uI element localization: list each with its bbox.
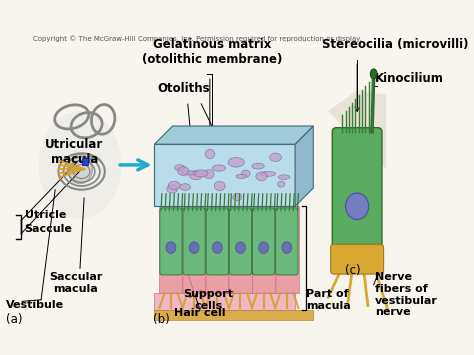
FancyBboxPatch shape — [229, 208, 252, 275]
Ellipse shape — [204, 170, 214, 179]
FancyBboxPatch shape — [183, 208, 205, 275]
Ellipse shape — [168, 181, 180, 190]
Text: Saccular
macula: Saccular macula — [49, 272, 102, 294]
Ellipse shape — [212, 165, 226, 171]
Ellipse shape — [241, 170, 250, 177]
Polygon shape — [328, 91, 386, 169]
Ellipse shape — [256, 172, 267, 181]
Bar — [205, 206, 229, 293]
Ellipse shape — [189, 171, 203, 180]
Ellipse shape — [233, 193, 242, 201]
Ellipse shape — [38, 111, 121, 219]
Ellipse shape — [180, 184, 191, 190]
Text: Otoliths: Otoliths — [157, 82, 210, 95]
Polygon shape — [155, 126, 313, 144]
Text: Copyright © The McGraw-Hill Companies, Inc. Permission required for reproduction: Copyright © The McGraw-Hill Companies, I… — [33, 35, 362, 42]
Ellipse shape — [194, 170, 208, 177]
Bar — [82, 158, 88, 165]
Ellipse shape — [261, 171, 275, 176]
Bar — [155, 293, 295, 310]
Text: Utricular
macula: Utricular macula — [45, 138, 103, 165]
Ellipse shape — [166, 242, 176, 253]
Bar — [252, 206, 275, 293]
FancyBboxPatch shape — [332, 128, 382, 252]
Ellipse shape — [236, 242, 246, 253]
Polygon shape — [155, 144, 295, 206]
Ellipse shape — [214, 181, 225, 191]
Ellipse shape — [252, 163, 264, 169]
Text: (a): (a) — [6, 313, 22, 326]
Ellipse shape — [236, 174, 247, 179]
Bar — [228, 206, 253, 293]
Bar — [159, 206, 183, 293]
Ellipse shape — [278, 181, 285, 187]
Ellipse shape — [278, 175, 290, 179]
Ellipse shape — [181, 171, 197, 175]
Ellipse shape — [270, 153, 282, 162]
Text: Kinocilium: Kinocilium — [375, 71, 444, 84]
Bar — [155, 310, 313, 320]
FancyBboxPatch shape — [206, 208, 228, 275]
FancyBboxPatch shape — [275, 208, 298, 275]
Ellipse shape — [370, 69, 377, 79]
Text: Support
cells: Support cells — [183, 289, 233, 311]
Ellipse shape — [167, 185, 178, 193]
FancyBboxPatch shape — [253, 208, 275, 275]
Text: Gelatinous matrix
(otolithic membrane): Gelatinous matrix (otolithic membrane) — [142, 38, 283, 66]
Ellipse shape — [189, 242, 199, 253]
Text: Nerve
fibers of
vestibular
nerve: Nerve fibers of vestibular nerve — [375, 272, 438, 317]
Ellipse shape — [212, 242, 222, 253]
Polygon shape — [295, 126, 313, 206]
Ellipse shape — [228, 158, 244, 167]
Text: Part of
macula: Part of macula — [306, 289, 351, 311]
Ellipse shape — [178, 167, 189, 175]
Text: Hair cell: Hair cell — [174, 308, 226, 318]
FancyBboxPatch shape — [160, 208, 182, 275]
Bar — [182, 206, 206, 293]
Ellipse shape — [205, 149, 215, 159]
Ellipse shape — [175, 165, 184, 170]
FancyBboxPatch shape — [331, 244, 383, 274]
Text: (c): (c) — [345, 264, 360, 277]
Ellipse shape — [68, 154, 92, 184]
Text: Stereocilia (microvilli): Stereocilia (microvilli) — [322, 38, 469, 51]
Bar — [275, 206, 299, 293]
Text: Vestibule: Vestibule — [6, 300, 64, 310]
Ellipse shape — [259, 242, 269, 253]
Ellipse shape — [282, 242, 292, 253]
Text: (b): (b) — [153, 313, 170, 326]
Ellipse shape — [346, 193, 369, 219]
Text: Utricle: Utricle — [25, 211, 66, 220]
Text: Saccule: Saccule — [25, 224, 73, 234]
